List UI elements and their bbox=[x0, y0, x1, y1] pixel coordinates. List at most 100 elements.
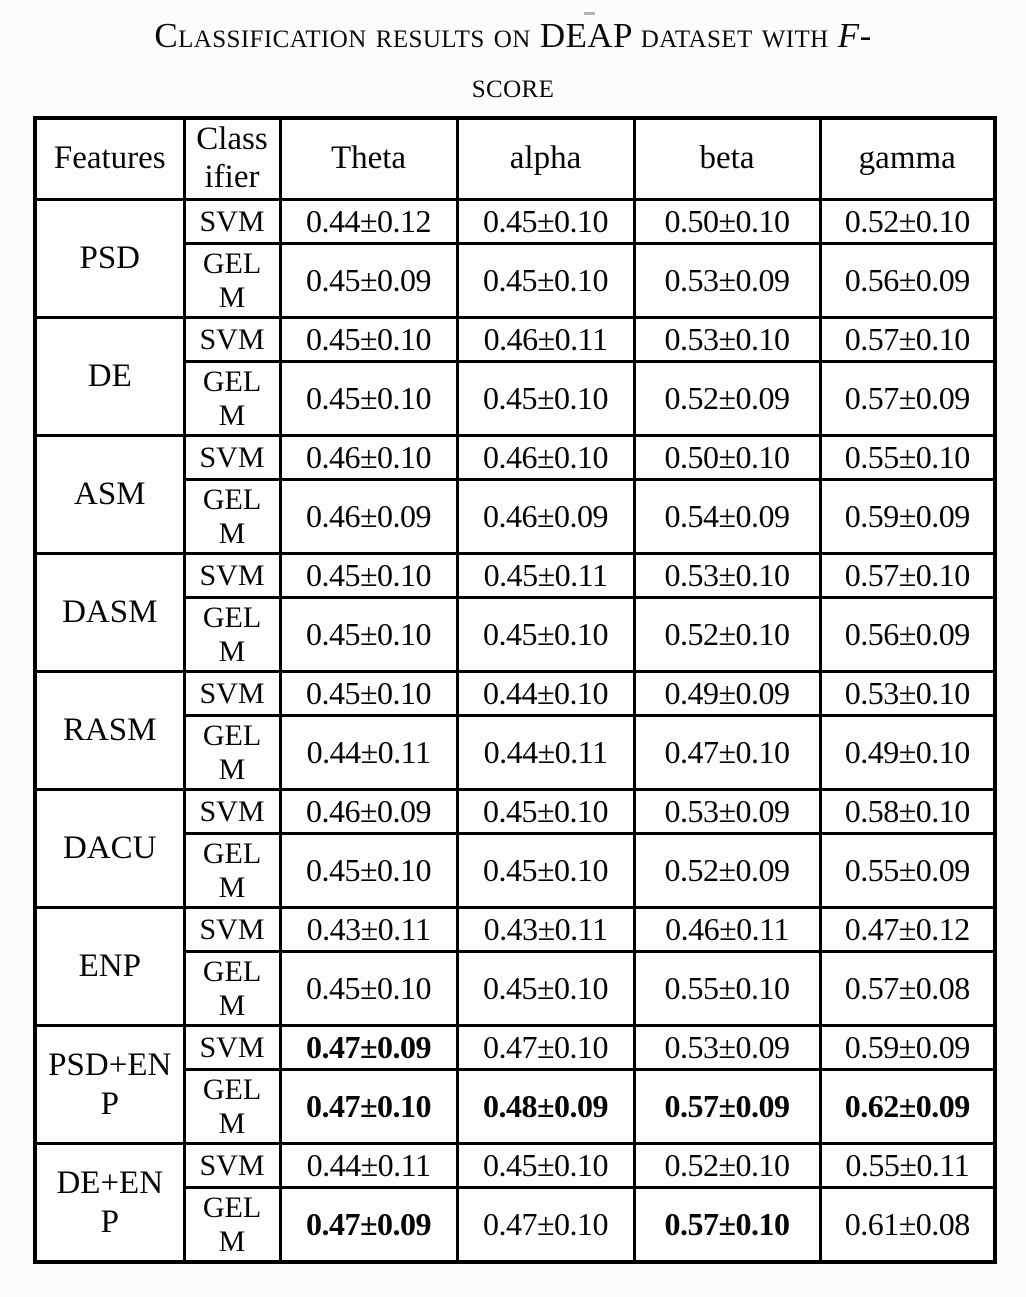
classifier-label: GEL M bbox=[182, 360, 282, 438]
classifier-label: SVM bbox=[182, 434, 282, 482]
value-cell: 0.44±0.12 bbox=[278, 198, 459, 246]
row-rasm-gelm: GEL M 0.44±0.11 0.44±0.11 0.47±0.10 0.49… bbox=[35, 714, 997, 792]
value-cell: 0.56±0.09 bbox=[818, 242, 997, 320]
value-cell: 0.45±0.10 bbox=[455, 198, 636, 246]
value-cell: 0.45±0.10 bbox=[278, 950, 459, 1028]
value-cell: 0.45±0.10 bbox=[278, 832, 459, 910]
header-gamma: gamma bbox=[818, 116, 997, 202]
value-cell: 0.59±0.09 bbox=[818, 478, 997, 556]
classifier-label: SVM bbox=[182, 670, 282, 718]
value-cell: 0.45±0.10 bbox=[278, 670, 459, 718]
value-cell: 0.53±0.10 bbox=[632, 552, 822, 600]
feature-label: ASM bbox=[33, 434, 186, 556]
row-dasm-svm: DASM SVM 0.45±0.10 0.45±0.11 0.53±0.10 0… bbox=[33, 552, 997, 674]
header-alpha: alpha bbox=[455, 116, 636, 202]
classifier-label: SVM bbox=[182, 906, 282, 954]
value-cell: 0.45±0.10 bbox=[455, 832, 636, 910]
value-cell: 0.43±0.11 bbox=[455, 906, 636, 954]
value-cell: 0.57±0.10 bbox=[818, 552, 997, 600]
value-cell: 0.57±0.08 bbox=[818, 950, 997, 1028]
table-caption: Classification results on DEAP dataset w… bbox=[48, 11, 978, 110]
value-cell: 0.55±0.09 bbox=[818, 832, 997, 910]
value-cell: 0.46±0.11 bbox=[632, 906, 822, 954]
value-cell: 0.45±0.10 bbox=[278, 360, 459, 438]
value-cell: 0.55±0.11 bbox=[818, 1142, 997, 1190]
classifier-label: SVM bbox=[182, 316, 282, 364]
value-cell: 0.52±0.10 bbox=[818, 198, 997, 246]
value-cell: 0.47±0.09 bbox=[278, 1024, 459, 1072]
feature-label: DE+EN P bbox=[33, 1142, 186, 1264]
value-cell: 0.53±0.09 bbox=[632, 1024, 822, 1072]
row-asm-gelm: GEL M 0.46±0.09 0.46±0.09 0.54±0.09 0.59… bbox=[35, 478, 997, 556]
value-cell: 0.46±0.09 bbox=[455, 478, 636, 556]
value-cell: 0.46±0.09 bbox=[278, 788, 459, 836]
value-cell: 0.47±0.10 bbox=[455, 1186, 636, 1264]
row-psdenp-gelm: GEL M 0.47±0.10 0.48±0.09 0.57±0.09 0.62… bbox=[35, 1068, 997, 1146]
value-cell: 0.53±0.09 bbox=[632, 788, 822, 836]
value-cell: 0.57±0.09 bbox=[632, 1068, 822, 1146]
value-cell: 0.44±0.11 bbox=[278, 714, 459, 792]
page: { "title": { "line1_prefix": "Classifica… bbox=[0, 11, 1026, 1297]
value-cell: 0.45±0.10 bbox=[455, 596, 636, 674]
value-cell: 0.52±0.10 bbox=[632, 1142, 822, 1190]
row-psd-gelm: GEL M 0.45±0.09 0.45±0.10 0.53±0.09 0.56… bbox=[35, 242, 997, 320]
feature-label: ENP bbox=[33, 906, 186, 1028]
value-cell: 0.57±0.10 bbox=[818, 316, 997, 364]
value-cell: 0.52±0.09 bbox=[632, 832, 822, 910]
value-cell: 0.54±0.09 bbox=[632, 478, 822, 556]
feature-label: DACU bbox=[33, 788, 186, 910]
value-cell: 0.57±0.10 bbox=[632, 1186, 822, 1264]
value-cell: 0.48±0.09 bbox=[455, 1068, 636, 1146]
value-cell: 0.46±0.10 bbox=[278, 434, 459, 482]
classifier-label: GEL M bbox=[182, 832, 282, 910]
value-cell: 0.45±0.09 bbox=[278, 242, 459, 320]
value-cell: 0.47±0.12 bbox=[818, 906, 997, 954]
classifier-label: GEL M bbox=[182, 478, 282, 556]
value-cell: 0.47±0.10 bbox=[632, 714, 822, 792]
value-cell: 0.46±0.10 bbox=[455, 434, 636, 482]
classifier-label: SVM bbox=[182, 198, 282, 246]
value-cell: 0.46±0.09 bbox=[278, 478, 459, 556]
feature-label: RASM bbox=[33, 670, 186, 792]
value-cell: 0.62±0.09 bbox=[818, 1068, 997, 1146]
value-cell: 0.47±0.10 bbox=[455, 1024, 636, 1072]
row-rasm-svm: RASM SVM 0.45±0.10 0.44±0.10 0.49±0.09 0… bbox=[33, 670, 997, 792]
value-cell: 0.45±0.10 bbox=[455, 950, 636, 1028]
value-cell: 0.61±0.08 bbox=[818, 1186, 997, 1264]
caption-text: Classification results on DEAP dataset w… bbox=[154, 16, 838, 55]
feature-label: DASM bbox=[33, 552, 186, 674]
crop-artifact bbox=[584, 12, 595, 15]
value-cell: 0.47±0.09 bbox=[278, 1186, 459, 1264]
value-cell: 0.56±0.09 bbox=[818, 596, 997, 674]
row-enp-svm: ENP SVM 0.43±0.11 0.43±0.11 0.46±0.11 0.… bbox=[33, 906, 997, 1028]
feature-label: PSD bbox=[33, 198, 186, 320]
value-cell: 0.45±0.10 bbox=[278, 552, 459, 600]
value-cell: 0.49±0.10 bbox=[818, 714, 997, 792]
value-cell: 0.45±0.10 bbox=[455, 1142, 636, 1190]
value-cell: 0.55±0.10 bbox=[632, 950, 822, 1028]
row-enp-gelm: GEL M 0.45±0.10 0.45±0.10 0.55±0.10 0.57… bbox=[35, 950, 997, 1028]
classifier-label: SVM bbox=[182, 1024, 282, 1072]
value-cell: 0.53±0.10 bbox=[818, 670, 997, 718]
row-psd-svm: PSD SVM 0.44±0.12 0.45±0.10 0.50±0.10 0.… bbox=[33, 198, 997, 320]
classifier-label: GEL M bbox=[182, 950, 282, 1028]
header-features: Features bbox=[33, 116, 186, 202]
value-cell: 0.45±0.10 bbox=[455, 788, 636, 836]
row-deenp-svm: DE+EN P SVM 0.44±0.11 0.45±0.10 0.52±0.1… bbox=[33, 1142, 997, 1264]
row-de-svm: DE SVM 0.45±0.10 0.46±0.11 0.53±0.10 0.5… bbox=[33, 316, 997, 438]
value-cell: 0.45±0.10 bbox=[455, 242, 636, 320]
classifier-label: SVM bbox=[182, 552, 282, 600]
value-cell: 0.58±0.10 bbox=[818, 788, 997, 836]
value-cell: 0.44±0.11 bbox=[455, 714, 636, 792]
value-cell: 0.45±0.10 bbox=[278, 596, 459, 674]
row-deenp-gelm: GEL M 0.47±0.09 0.47±0.10 0.57±0.10 0.61… bbox=[35, 1186, 997, 1264]
row-de-gelm: GEL M 0.45±0.10 0.45±0.10 0.52±0.09 0.57… bbox=[35, 360, 997, 438]
caption-line-1: Classification results on DEAP dataset w… bbox=[48, 11, 978, 61]
classifier-label: GEL M bbox=[182, 1068, 282, 1146]
value-cell: 0.49±0.09 bbox=[632, 670, 822, 718]
value-cell: 0.52±0.10 bbox=[632, 596, 822, 674]
value-cell: 0.55±0.10 bbox=[818, 434, 997, 482]
row-dacu-svm: DACU SVM 0.46±0.09 0.45±0.10 0.53±0.09 0… bbox=[33, 788, 997, 910]
caption-f-symbol: F bbox=[837, 16, 860, 55]
header-theta: Theta bbox=[278, 116, 459, 202]
